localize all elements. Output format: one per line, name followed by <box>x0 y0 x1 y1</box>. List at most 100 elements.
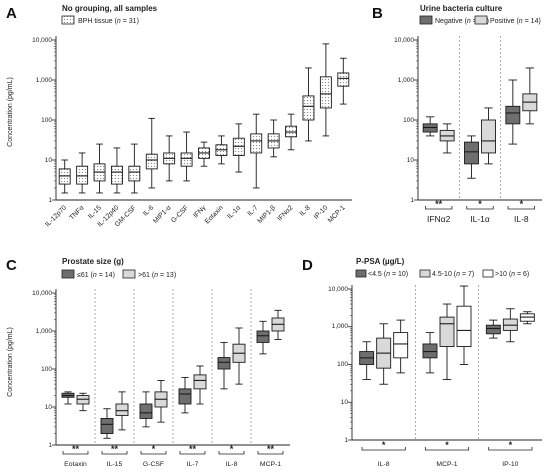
panel-a-category-label: IL-12p70 <box>44 204 68 228</box>
panel-c-category-label: MCP-1 <box>260 461 281 468</box>
panel-b-ytick: 100 <box>403 117 414 124</box>
box-body <box>302 95 315 121</box>
panel-a-category-label: IL-7 <box>246 204 259 217</box>
box-c-3-0 <box>178 376 192 414</box>
panel-b-ytick: 10 <box>407 157 415 164</box>
box-body <box>250 133 263 154</box>
panel-c-y-axis-label: Concentration (pg/mL) <box>7 327 14 397</box>
panel-c-plot: Eotaxin ** IL-15 ** G-CSF * IL-7 ** IL-8 * MCP-1 ** <box>52 289 290 468</box>
box-body <box>217 357 231 370</box>
panel-a-category-label: MCP-1 <box>327 204 347 224</box>
panel-a-y-axis-label: Concentration (pg/mL) <box>7 77 14 147</box>
box-a-1-0 <box>76 152 89 194</box>
panel-c-category-label: IL-15 <box>107 461 123 468</box>
significance-stars: ** <box>111 444 119 454</box>
box-a-0-0 <box>58 159 71 194</box>
panel-c-category-label: IL-7 <box>187 461 199 468</box>
panel-b-letter: B <box>372 5 383 22</box>
box-b-1-0 <box>464 135 479 179</box>
box-c-1-0 <box>100 408 114 439</box>
panel-a-category-label: Eotaxin <box>204 204 225 225</box>
box-d-1-1 <box>439 303 455 380</box>
panel-b-legend-label: Positive (n = 14) <box>490 18 541 25</box>
box-c-3-1 <box>193 365 207 405</box>
box-b-1-1 <box>481 107 496 165</box>
significance-bracket <box>425 206 453 210</box>
panel-a-category-label: G-CSF <box>170 204 190 224</box>
panel-b-title: Urine bacteria culture <box>420 4 503 13</box>
box-d-2-2 <box>519 311 535 325</box>
box-body <box>256 330 270 343</box>
panel-d-legend-swatch <box>482 269 494 278</box>
significance-bracket <box>424 447 470 451</box>
panel-d: D P-PSA (µg/L) <4.5 (n = 10) 4.5-10 (n =… <box>302 257 542 468</box>
box-a-2-0 <box>93 143 106 194</box>
box-body <box>180 152 193 167</box>
panel-c-legend-swatch <box>61 269 75 279</box>
box-body <box>115 403 129 416</box>
box-c-5-1 <box>271 309 285 340</box>
panel-a-category-label: IFNα2 <box>276 204 294 222</box>
significance-stars: * <box>152 444 156 454</box>
panel-c-title: Prostate size (g) <box>62 257 124 266</box>
panel-b-ytick: 10,000 <box>394 37 414 44</box>
significance-bracket <box>179 451 206 455</box>
box-a-11-0 <box>250 113 263 189</box>
box-d-2-0 <box>485 319 501 339</box>
box-a-12-0 <box>267 119 280 158</box>
panel-d-legend-label: 4.5-10 (n = 7) <box>432 271 474 278</box>
box-body <box>439 316 455 347</box>
panel-d-title: P-PSA (µg/L) <box>356 257 405 266</box>
panel-d-legend-swatch <box>419 269 431 278</box>
panel-b-category-label: IL-8 <box>514 214 529 224</box>
panel-b-legend-swatch <box>419 15 433 25</box>
panel-a-category-label: IL-8 <box>299 204 312 217</box>
box-a-3-0 <box>110 147 123 194</box>
significance-stars: * <box>478 199 482 209</box>
panel-b-category-label: IL-1α <box>470 214 490 224</box>
box-a-6-0 <box>163 135 176 182</box>
panel-a: A No grouping, all samples BPH tissue (n… <box>6 4 352 228</box>
significance-bracket <box>62 451 89 455</box>
box-a-10-0 <box>232 123 245 173</box>
box-body <box>481 119 496 154</box>
significance-bracket <box>257 451 284 455</box>
box-body <box>422 343 438 359</box>
panel-a-letter: A <box>6 5 17 22</box>
box-body <box>393 332 409 359</box>
box-d-0-2 <box>393 319 409 374</box>
box-body <box>464 141 479 165</box>
box-body <box>485 324 501 335</box>
panel-d-legend-label: <4.5 (n = 10) <box>368 271 408 278</box>
box-a-13-0 <box>285 113 298 151</box>
significance-stars: * <box>509 440 513 450</box>
box-b-2-1 <box>522 67 538 125</box>
panel-d-legend-swatch <box>355 269 367 278</box>
box-body <box>505 105 521 125</box>
box-a-15-0 <box>319 43 332 137</box>
box-a-7-0 <box>180 131 193 182</box>
box-c-4-0 <box>217 341 231 390</box>
significance-stars: ** <box>267 444 275 454</box>
significance-stars: ** <box>72 444 80 454</box>
box-c-4-1 <box>232 327 246 385</box>
panel-c-ytick: 100 <box>41 366 52 373</box>
panel-c-ytick: 1,000 <box>36 328 53 335</box>
box-body <box>100 417 114 435</box>
box-body <box>456 305 472 347</box>
panel-d-ytick: 10 <box>341 399 349 406</box>
box-b-0-0 <box>422 116 438 137</box>
panel-a-legend-label: BPH tissue (n = 31) <box>78 18 139 25</box>
significance-stars: * <box>520 199 524 209</box>
panel-d-letter: D <box>302 257 313 274</box>
box-body <box>193 374 207 390</box>
box-body <box>58 168 71 185</box>
panel-a-category-label: MIP1-β <box>257 204 278 225</box>
panel-c-ytick: 10 <box>45 404 53 411</box>
panel-b-legend-swatch <box>474 15 488 25</box>
significance-bracket <box>466 206 494 210</box>
panel-b-ytick: 1 <box>410 197 414 204</box>
box-c-5-0 <box>256 320 270 355</box>
panel-a-ytick: 10 <box>45 157 53 164</box>
